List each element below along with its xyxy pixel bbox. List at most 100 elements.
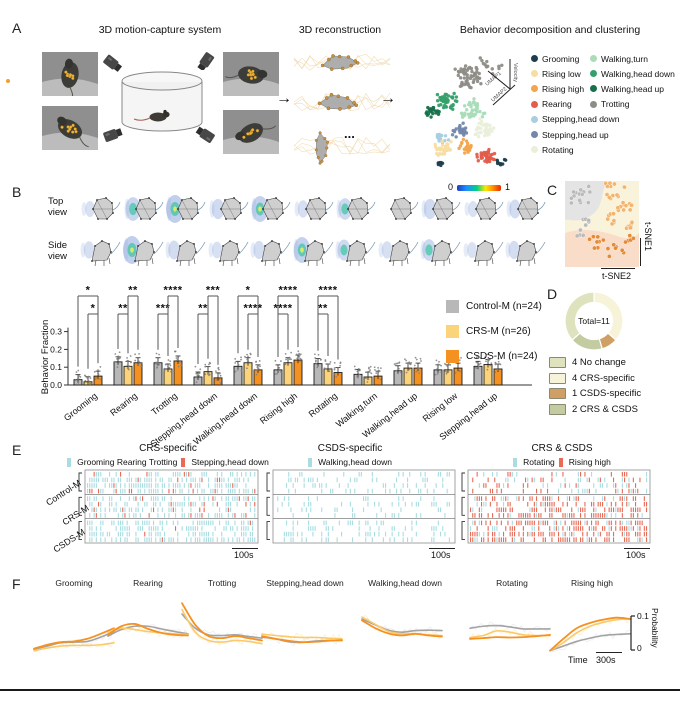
behavior-legend-item: Rising high: [531, 81, 620, 96]
stray-marker-dot: [6, 79, 10, 83]
velocity-axis-label: Velocity: [512, 63, 518, 82]
behavior-legend-col1: Grooming Rising low Rising high Rearing Step…: [531, 51, 620, 157]
raster-legend-label: Stepping,head down: [191, 457, 269, 467]
group-legend-item: CRS-M (n=26): [446, 325, 542, 338]
svg-text:0.0: 0.0: [50, 380, 62, 390]
curve-subplot-title: Rising high: [570, 578, 614, 588]
raster-legend-label: Rising high: [568, 457, 611, 467]
tsne2-label: t-SNE2: [602, 271, 632, 281]
behavior-color-dot: [590, 70, 597, 78]
svg-text:Grooming: Grooming: [62, 391, 99, 423]
curve-csds: [469, 633, 551, 640]
curve-subplot: [469, 621, 551, 642]
svg-text:***: ***: [206, 285, 221, 297]
behavior-legend-item: Stepping,head down: [531, 112, 620, 127]
svg-text:Rearing: Rearing: [108, 391, 139, 418]
behavior-legend-item: Walking,head down: [590, 66, 675, 81]
curve-csds: [181, 602, 263, 642]
curve-csds: [107, 622, 189, 637]
behavior-color-dot: [531, 85, 538, 93]
panel-a-title-cluster: Behavior decomposition and clustering: [459, 24, 641, 36]
curve-csds: [549, 616, 631, 652]
pose-thumbnail-top: [464, 197, 503, 220]
svg-text:**: **: [118, 303, 128, 315]
group-legend-swatch: [446, 325, 459, 338]
curve-crs: [181, 608, 263, 645]
raster-group-title: CSDS-specific: [317, 443, 383, 454]
bar-CRS-M: [243, 362, 253, 386]
panel-a-title-recon: 3D reconstruction: [298, 24, 382, 36]
tsne-scatter: [565, 181, 639, 267]
umap-axes-frame: Velocity UMAP1 UMAP2: [484, 59, 518, 106]
donut-legend-swatch: [549, 403, 566, 415]
raster-time-scale-value: 100s: [431, 550, 451, 560]
behavior-color-dot: [531, 70, 538, 78]
pose-thumbnail-side: [335, 239, 376, 267]
svg-text:Trotting: Trotting: [149, 391, 179, 417]
time-scale-value: 300s: [596, 655, 616, 665]
pose-thumbnail-side: [122, 236, 163, 267]
pose-thumbnail-side: [250, 240, 291, 267]
pose-thumbnail-side: [463, 240, 503, 267]
svg-text:Total=11: Total=11: [578, 316, 610, 326]
raster-plot: [266, 469, 456, 544]
capture-photo-bottom-right: [223, 110, 279, 154]
curve-subplot-title: Stepping,head down: [266, 578, 344, 588]
panel-d-label: D: [547, 286, 558, 302]
camera-icon: [103, 54, 123, 72]
behavior-legend-label: Rearing: [542, 99, 572, 110]
panel-a-title-capture: 3D motion-capture system: [98, 24, 222, 36]
group-legend-item: Control-M (n=24): [446, 300, 542, 313]
raster-legend-label: Walking,head down: [318, 457, 392, 467]
curve-crs: [261, 633, 343, 640]
behavior-change-donut: Total=11: [564, 291, 624, 351]
panel-b-label: B: [12, 184, 22, 200]
raster-group-title: CRS-specific: [139, 443, 197, 454]
behavior-legend-item: Walking,turn: [590, 51, 675, 66]
pose-thumbnail-top: [251, 196, 291, 222]
raster-legend-label: Grooming Rearing Trotting: [77, 457, 178, 467]
donut-legend-item: 4 CRS-specific: [549, 371, 641, 387]
capture-photo-top-right: [223, 52, 279, 96]
svg-text:0.3: 0.3: [50, 327, 62, 337]
panel-f-label: F: [12, 576, 21, 592]
curve-subplot: [361, 614, 443, 640]
time-axis-label: Time: [568, 655, 588, 665]
svg-text:*: *: [246, 285, 251, 297]
donut-legend-swatch: [549, 357, 566, 369]
raster-time-scale-value: 100s: [626, 550, 646, 560]
behavior-legend-label: Walking,head down: [601, 68, 675, 79]
pose-thumbnail-side: [165, 240, 206, 267]
curve-crs: [107, 627, 189, 636]
svg-text:0.2: 0.2: [50, 344, 62, 354]
panel-c-label: C: [547, 182, 558, 198]
behavior-legend-label: Walking,turn: [601, 53, 648, 64]
curve-subplot: [33, 627, 115, 652]
panel-a-label: A: [12, 20, 22, 36]
pose-thumbnail-top: [421, 197, 461, 220]
arena-cylinder: [121, 71, 203, 132]
donut-legend-swatch: [549, 388, 566, 400]
colorbar-max: 1: [505, 182, 511, 192]
curve-csds: [33, 627, 115, 650]
bar-CSDS-M: [293, 359, 303, 386]
curve-control: [549, 633, 631, 652]
raster-legend: Rotating Rising high: [452, 457, 672, 467]
svg-text:Stepping,head down: Stepping,head down: [148, 391, 219, 449]
umap1-axis-label: UMAP1: [484, 71, 502, 88]
pose-thumbnail-side: [420, 239, 461, 267]
behavior-color-dot: [590, 100, 597, 108]
behavior-legend-label: Walking,head up: [601, 83, 665, 94]
camera-icon: [197, 52, 215, 70]
donut-legend-label: 2 CRS & CSDS: [572, 403, 638, 415]
prob-top-tick: 0.1: [637, 611, 649, 621]
svg-text:**: **: [128, 285, 138, 297]
curve-control: [107, 625, 189, 637]
svg-text:****: ****: [273, 303, 292, 315]
behavior-legend-label: Stepping,head up: [542, 129, 609, 140]
behavior-legend-item: Rearing: [531, 97, 620, 112]
svg-text:****: ****: [318, 285, 337, 297]
donut-legend-label: 4 CRS-specific: [572, 372, 635, 384]
svg-text:*: *: [86, 285, 91, 297]
